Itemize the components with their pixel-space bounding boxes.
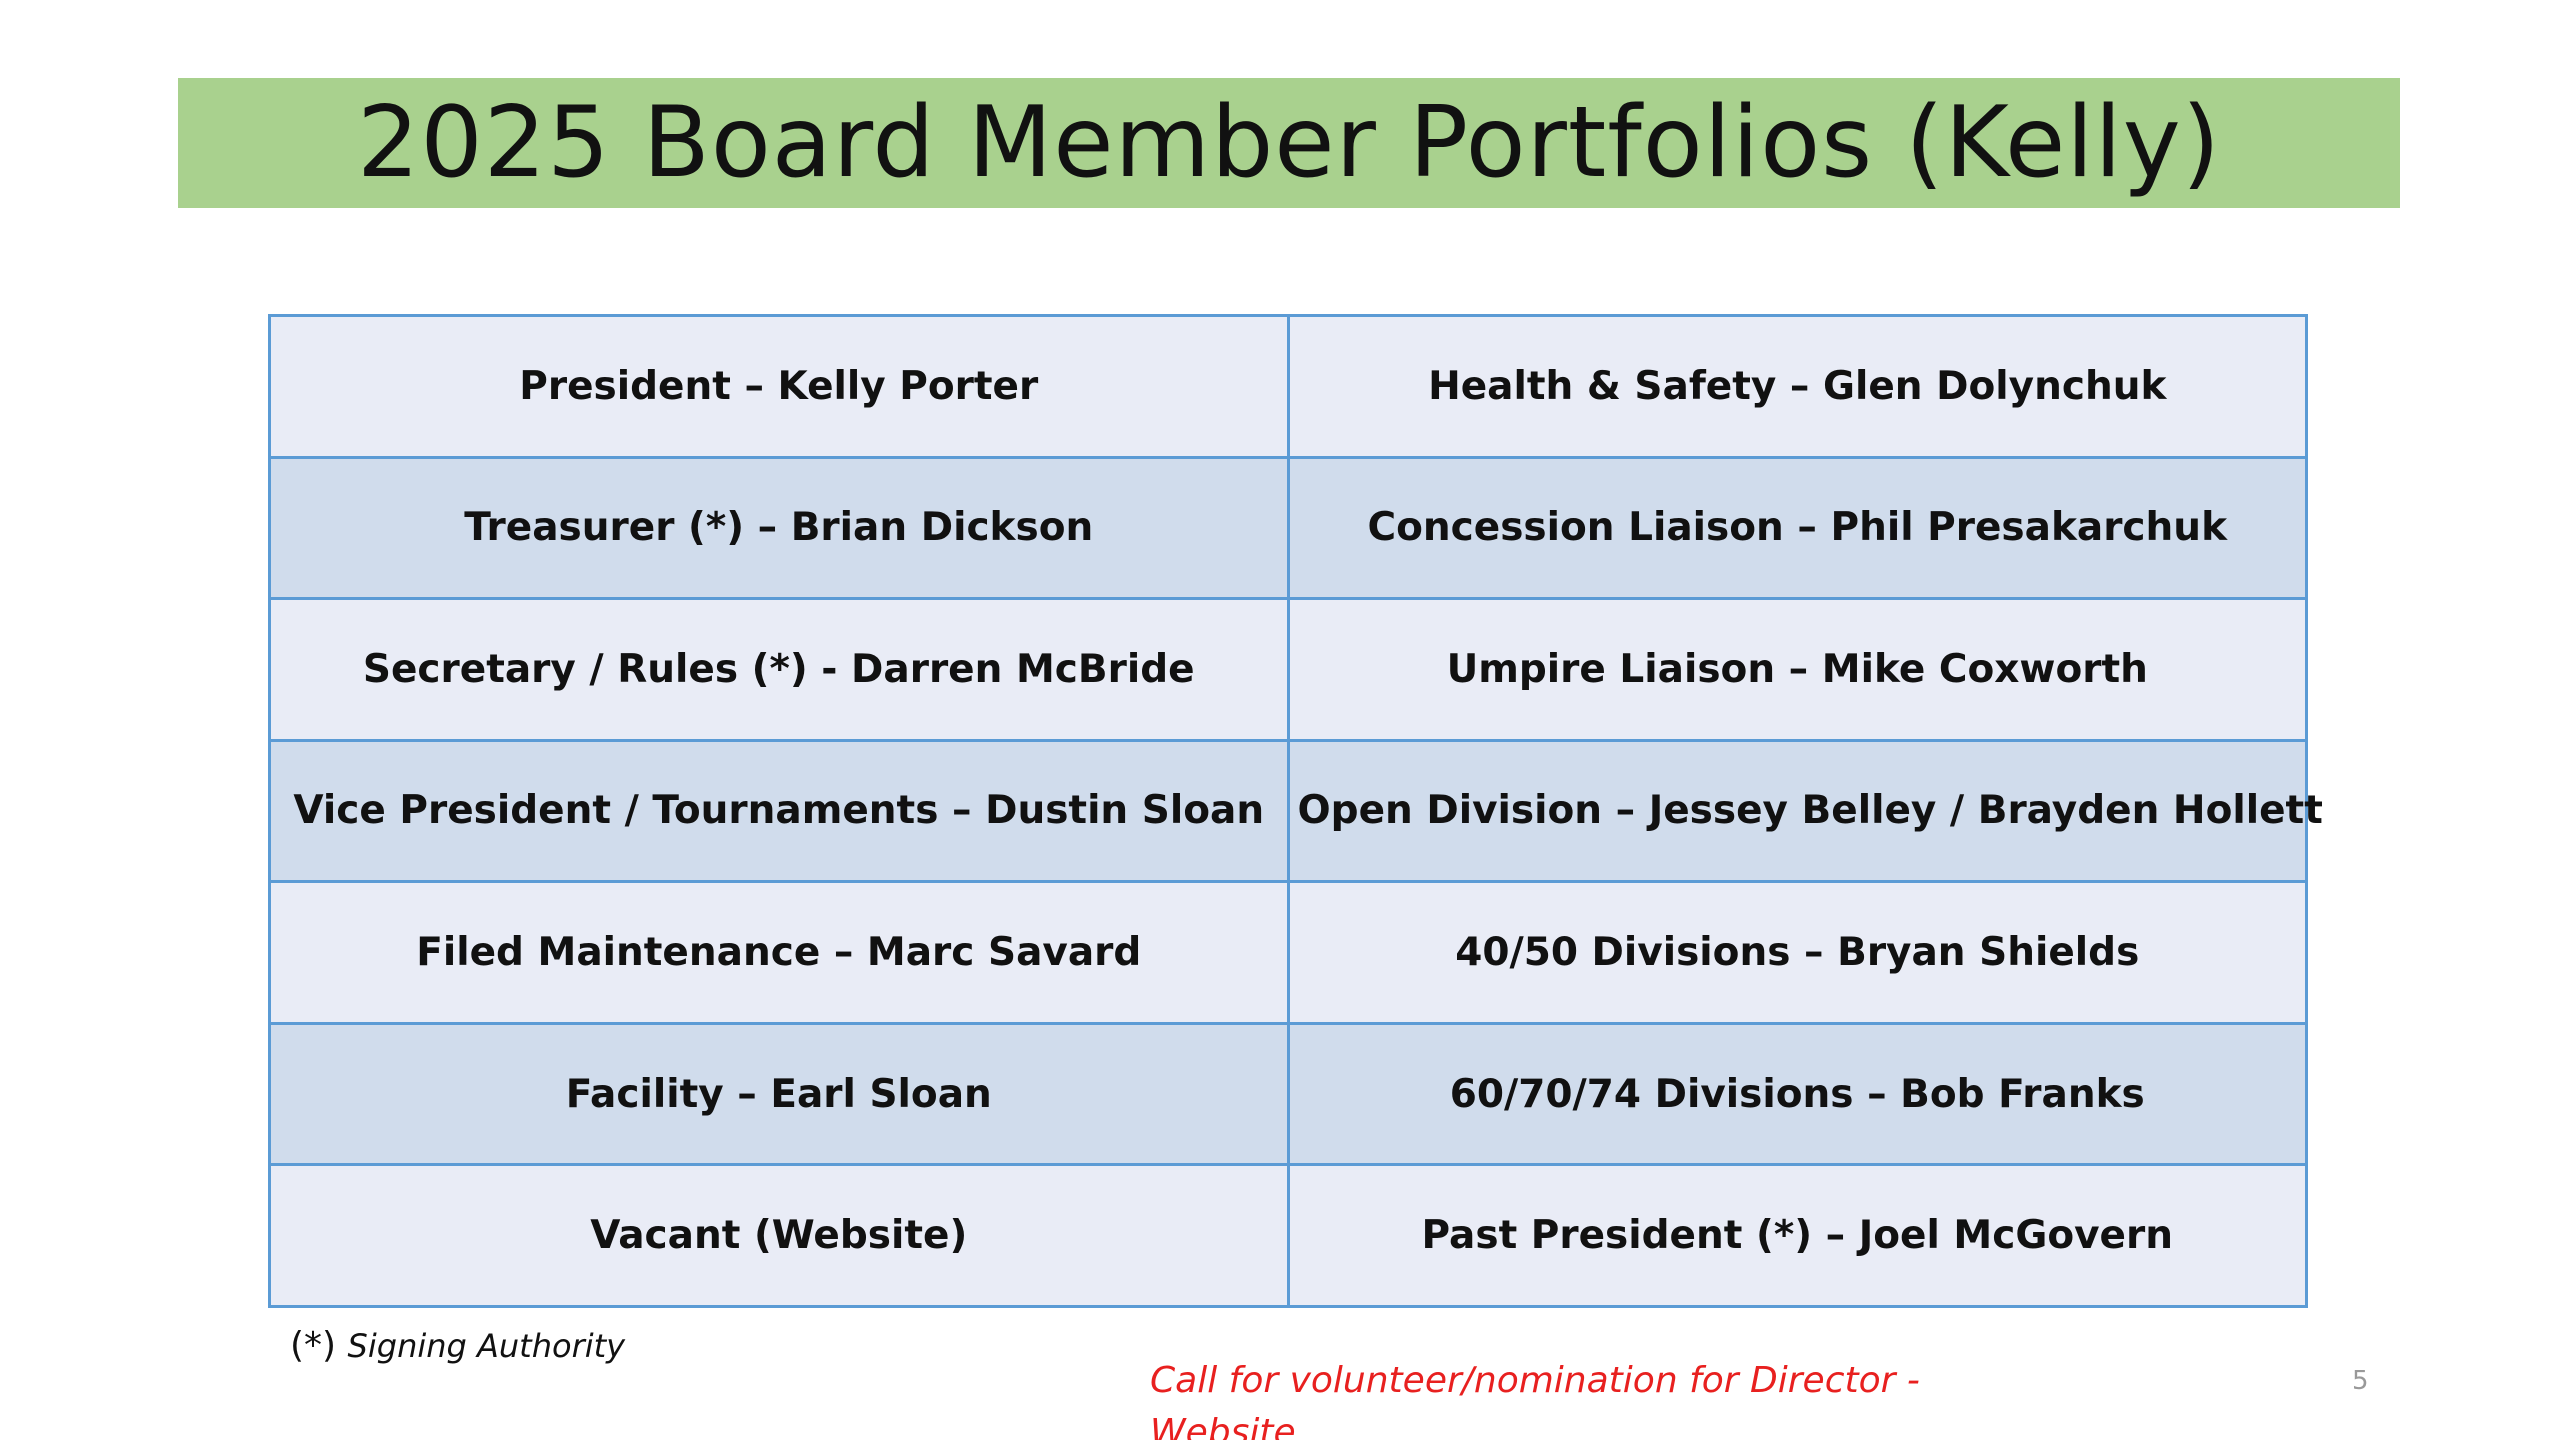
signing-authority-footnote: (*) Signing Authority bbox=[290, 1325, 625, 1366]
table-row: Facility – Earl Sloan 60/70/74 Divisions… bbox=[268, 1021, 2308, 1167]
footnote-marker: (*) bbox=[290, 1325, 337, 1366]
table-cell-left: Vice President / Tournaments – Dustin Sl… bbox=[268, 738, 1290, 884]
table-row: Vacant (Website) Past President (*) – Jo… bbox=[268, 1163, 2308, 1308]
table-cell-right: 60/70/74 Divisions – Bob Franks bbox=[1286, 1021, 2308, 1167]
table-cell-left: Treasurer (*) – Brian Dickson bbox=[268, 455, 1290, 601]
slide-title: 2025 Board Member Portfolios (Kelly) bbox=[357, 86, 2221, 200]
table-cell-left: Secretary / Rules (*) - Darren McBride bbox=[268, 597, 1290, 742]
table-cell-left: Vacant (Website) bbox=[268, 1163, 1290, 1308]
table-cell-left: Filed Maintenance – Marc Savard bbox=[268, 880, 1290, 1025]
page-number: 5 bbox=[2352, 1366, 2369, 1396]
callout-line-2: Website bbox=[1150, 1412, 1296, 1440]
table-row: Treasurer (*) – Brian Dickson Concession… bbox=[268, 455, 2308, 601]
table-row: Vice President / Tournaments – Dustin Sl… bbox=[268, 738, 2323, 884]
portfolio-table: President – Kelly Porter Health & Safety… bbox=[268, 314, 2323, 1308]
title-bar: 2025 Board Member Portfolios (Kelly) bbox=[178, 78, 2400, 208]
table-row: Filed Maintenance – Marc Savard 40/50 Di… bbox=[268, 880, 2308, 1025]
table-row: Secretary / Rules (*) - Darren McBride U… bbox=[268, 597, 2308, 742]
table-row: President – Kelly Porter Health & Safety… bbox=[268, 314, 2308, 459]
table-cell-right: Past President (*) – Joel McGovern bbox=[1286, 1163, 2308, 1308]
volunteer-callout: Call for volunteer/nomination for Direct… bbox=[1150, 1355, 1950, 1440]
table-cell-right: Health & Safety – Glen Dolynchuk bbox=[1286, 314, 2308, 459]
table-cell-left: Facility – Earl Sloan bbox=[268, 1021, 1290, 1167]
footnote-text: Signing Authority bbox=[347, 1327, 626, 1365]
table-cell-right: 40/50 Divisions – Bryan Shields bbox=[1286, 880, 2308, 1025]
table-cell-left: President – Kelly Porter bbox=[268, 314, 1290, 459]
table-cell-right: Umpire Liaison – Mike Coxworth bbox=[1286, 597, 2308, 742]
table-cell-right: Open Division – Jessey Belley / Brayden … bbox=[1286, 738, 2323, 884]
table-cell-right: Concession Liaison – Phil Presakarchuk bbox=[1286, 455, 2308, 601]
callout-line-1: Call for volunteer/nomination for Direct… bbox=[1150, 1360, 1920, 1401]
